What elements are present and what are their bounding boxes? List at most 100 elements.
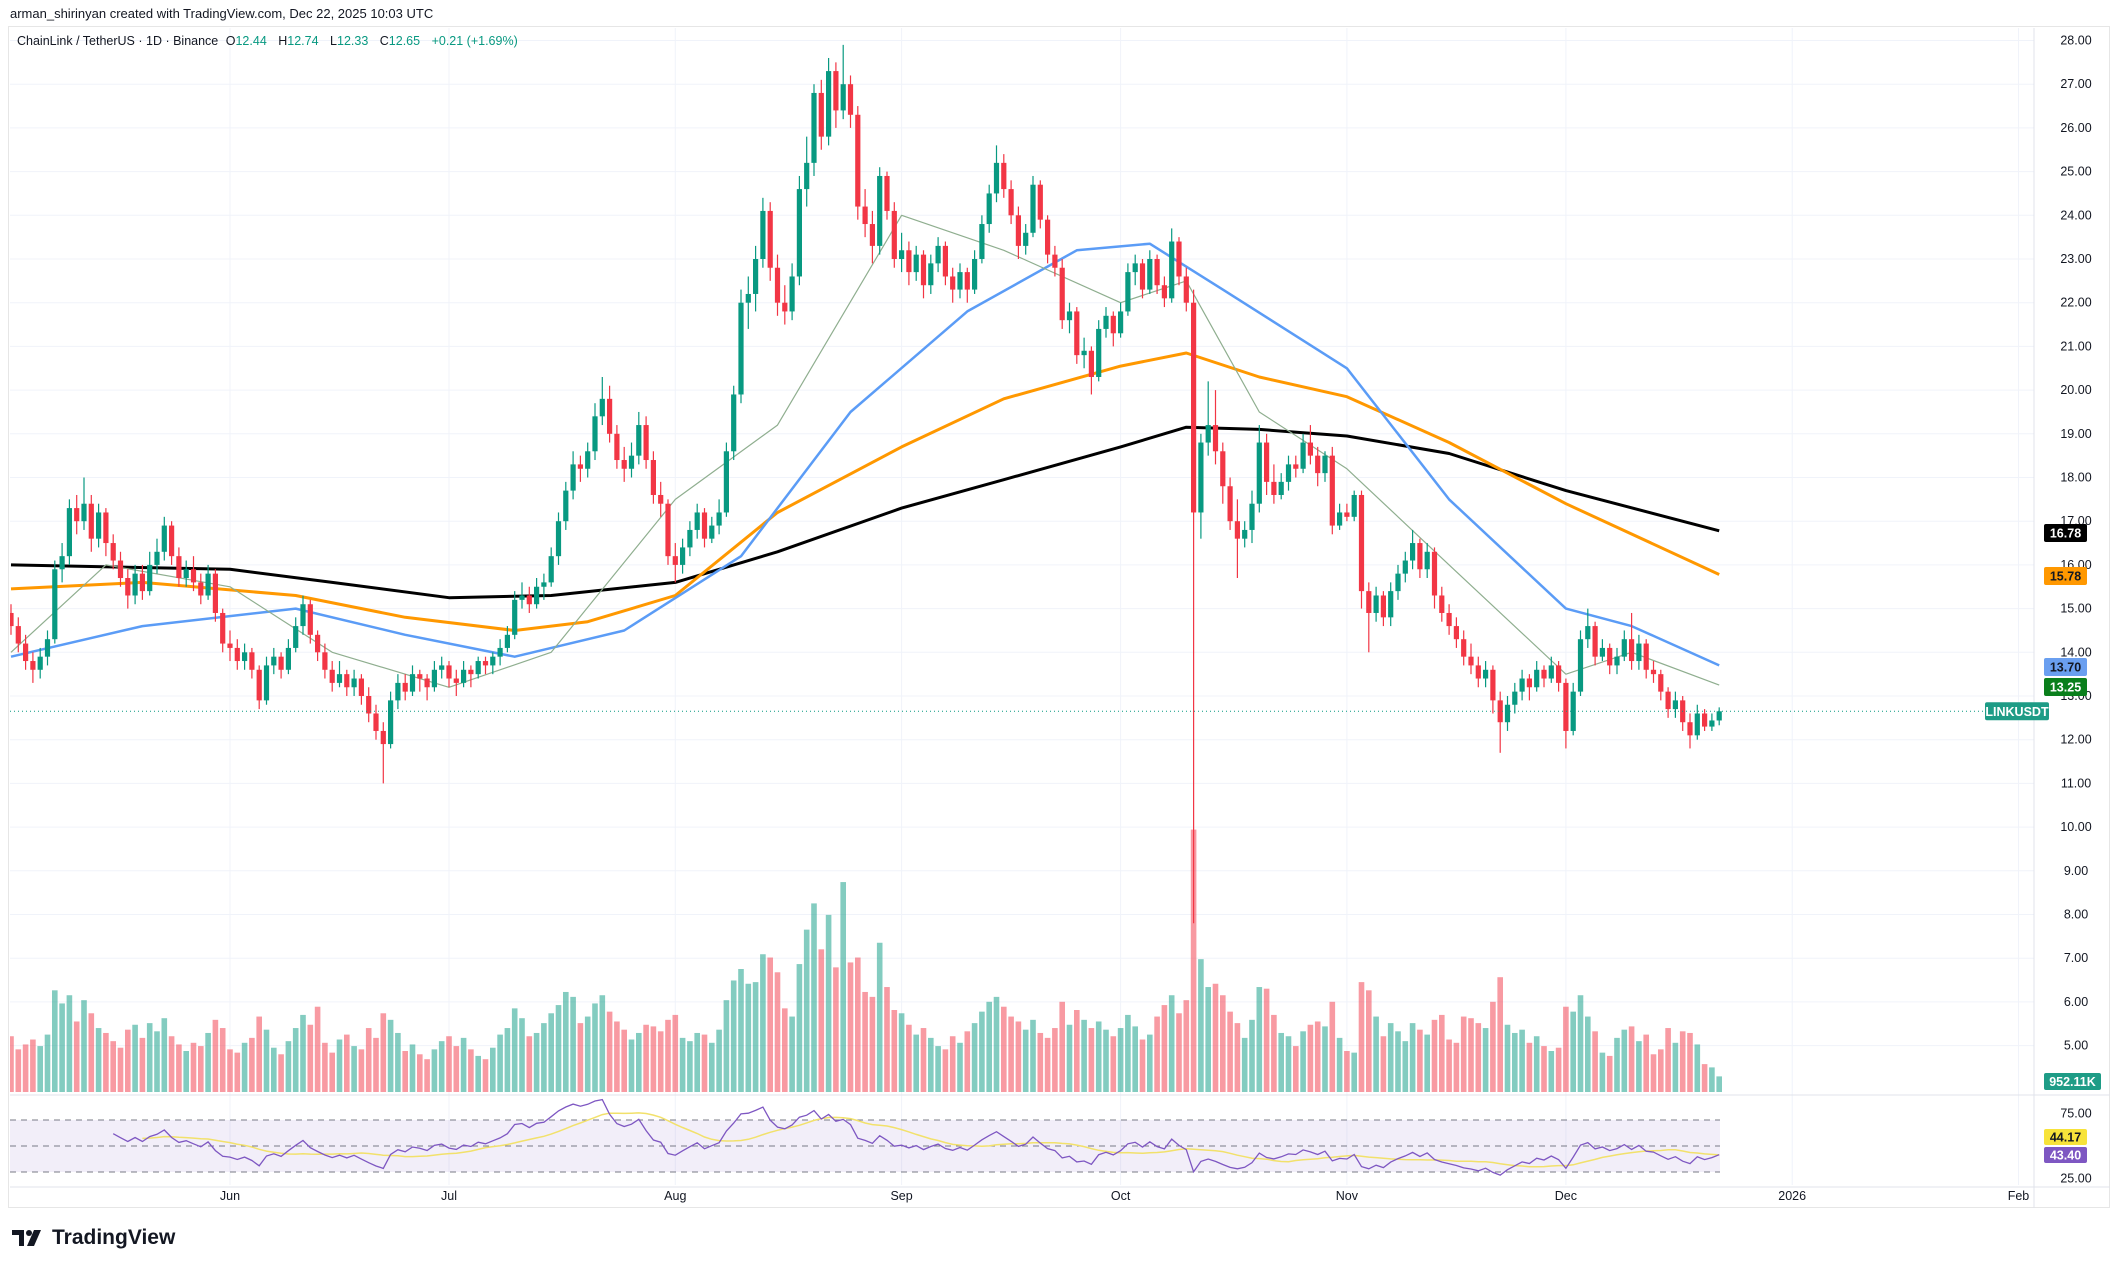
time-tick-label: Jul (441, 1189, 457, 1203)
candle-body (147, 564, 153, 592)
volume-bar (1329, 1001, 1336, 1092)
candle (424, 674, 430, 701)
volume-bar (687, 1041, 693, 1092)
candle-body (709, 525, 715, 539)
candle-body (461, 669, 467, 683)
volume-bar (146, 1023, 153, 1092)
candle (774, 254, 781, 316)
candle (1665, 687, 1671, 718)
candle-body (1059, 267, 1065, 321)
volume-bar (417, 1054, 423, 1092)
volume-bar (1110, 1036, 1117, 1092)
volume-bar (1366, 990, 1372, 1092)
candle (1687, 713, 1693, 749)
candle-body (1475, 665, 1481, 679)
candle-body (1285, 464, 1292, 482)
candle-body (1658, 674, 1664, 692)
candle-body (1351, 494, 1357, 517)
volume-bar (920, 1028, 927, 1092)
volume-bar (928, 1037, 934, 1092)
candle (132, 564, 138, 605)
volume-bar (1606, 1055, 1613, 1092)
candle-body (1439, 595, 1445, 613)
rsi-value-label: 43.40 (2050, 1149, 2081, 1163)
candle (10, 604, 14, 635)
candle (964, 267, 970, 303)
candle (1249, 490, 1255, 544)
volume-bar (438, 1041, 445, 1092)
candle (176, 547, 182, 587)
candle-body (1621, 639, 1627, 657)
candle (1322, 451, 1328, 482)
candle (417, 669, 423, 692)
candle (1570, 682, 1576, 736)
low-value: 12.33 (337, 34, 369, 48)
candle (1475, 656, 1481, 688)
candle (789, 263, 795, 321)
candle-body (293, 626, 299, 648)
candle-body (482, 661, 489, 666)
candle-body (351, 678, 357, 688)
price-tick-label: 7.00 (2064, 951, 2088, 965)
ma20-value-badge (2044, 678, 2087, 696)
price-tick-label: 26.00 (2060, 121, 2091, 135)
candle-body (1227, 486, 1233, 522)
candle (563, 481, 569, 530)
volume-bar (1322, 1026, 1328, 1092)
candle (453, 669, 459, 696)
candle-body (30, 661, 36, 670)
high-value: 12.74 (287, 34, 319, 48)
volume-bar (190, 1042, 197, 1092)
candle-body (818, 92, 824, 137)
candle-body (1088, 350, 1094, 377)
candle-body (614, 433, 620, 461)
volume-bar (986, 1001, 992, 1092)
candle-body (1702, 713, 1708, 727)
candle (1410, 529, 1416, 570)
candle-body (74, 508, 80, 522)
candle-body (139, 573, 145, 592)
candle (1293, 455, 1299, 478)
volume-bar (110, 1041, 116, 1092)
candle (628, 442, 635, 478)
candle (103, 508, 109, 557)
volume-bar (497, 1034, 503, 1092)
candle-body (738, 302, 744, 395)
candle-body (1176, 241, 1182, 277)
candle (351, 669, 357, 696)
candle (1439, 586, 1445, 622)
price-tick-label: 5.00 (2064, 1039, 2088, 1053)
volume-bar (541, 1023, 547, 1092)
volume-bar (387, 1019, 394, 1092)
candle (1307, 425, 1313, 465)
candle-body (424, 678, 430, 688)
volume-bar (1687, 1032, 1693, 1092)
volume-bar (1015, 1021, 1022, 1092)
candle-body (59, 556, 65, 570)
candle (899, 232, 905, 273)
candle-body (1461, 639, 1467, 657)
candle-body (132, 573, 138, 596)
candle-body (1139, 263, 1146, 290)
candle (30, 652, 36, 683)
volume-bar (533, 1032, 540, 1092)
candle-body (1198, 442, 1204, 513)
candle-body (512, 599, 518, 635)
candle-body (607, 398, 613, 434)
candle-body (899, 250, 905, 259)
volume-bar (782, 1008, 788, 1092)
ma100-value-label: 15.78 (2050, 570, 2081, 584)
candle (1198, 433, 1204, 539)
candle-body (1154, 259, 1160, 286)
candle (1417, 538, 1423, 579)
tradingview-logo[interactable]: TradingView (12, 1226, 175, 1250)
ma50-value-badge (2044, 658, 2087, 676)
volume-bar (1395, 1031, 1401, 1092)
volume-bar (570, 996, 576, 1092)
candle-body (344, 674, 350, 688)
candle (161, 516, 167, 561)
candle (804, 136, 810, 207)
candle-body (198, 582, 204, 596)
symbol-name[interactable]: ChainLink / TetherUS · 1D · Binance (17, 34, 219, 48)
